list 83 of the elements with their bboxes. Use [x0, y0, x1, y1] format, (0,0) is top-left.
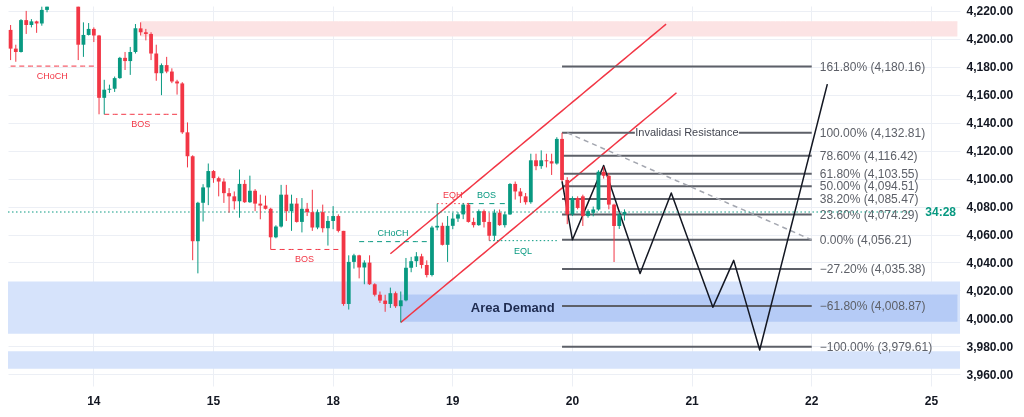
series-label: −61.80% (4,008.87): [819, 298, 926, 313]
y-tick-label: 4,100.00: [966, 172, 1014, 187]
y-tick-label: 4,200.00: [966, 32, 1014, 47]
annotation: Invalidasi Resistance: [635, 125, 739, 138]
x-tick-label: 15: [206, 393, 221, 408]
x-tick-label: 14: [87, 393, 101, 408]
candlestick: [378, 291, 382, 304]
candlestick: [310, 189, 315, 232]
y-tick-label: 4,220.00: [966, 4, 1014, 19]
series-label: EQL: [514, 245, 533, 256]
candlestick: [487, 212, 492, 242]
series-label: CHoCH: [377, 227, 409, 238]
candlestick: [143, 28, 148, 41]
annotation: Area Demand: [470, 300, 555, 316]
candlestick: [149, 31, 153, 61]
candlestick: [248, 175, 252, 204]
candlestick: [305, 202, 310, 217]
candlestick: [352, 253, 356, 270]
candlestick: [8, 24, 13, 61]
candlestick: [294, 197, 299, 224]
candlestick: [206, 163, 211, 206]
y-tick-label: 3,980.00: [966, 339, 1014, 354]
series-label: 78.60% (4,116.42): [819, 148, 918, 163]
y-tick-label: 4,060.00: [966, 228, 1014, 242]
y-tick-label: 4,080.00: [966, 200, 1014, 215]
candlestick: [216, 176, 221, 197]
candlestick: [326, 215, 330, 247]
series-label: BOS: [477, 189, 497, 200]
series-label: EQH: [443, 189, 463, 200]
y-tick-label: 4,160.00: [966, 88, 1014, 103]
candlestick: [549, 153, 554, 176]
x-tick-label: 18: [326, 393, 341, 408]
candlestick: [513, 181, 518, 201]
candlestick: [534, 153, 538, 171]
candlestick: [39, 6, 44, 27]
series-label: 23.60% (4,074.29): [819, 207, 919, 222]
x-tick-label: 22: [805, 393, 819, 408]
series-label: 61.80% (4,103.55): [819, 166, 919, 181]
y-tick-label: 4,140.00: [966, 116, 1014, 131]
series-label: CHoCH: [36, 71, 68, 82]
candlestick: [388, 287, 393, 309]
candlestick: [398, 291, 403, 323]
candlestick: [175, 79, 179, 96]
series-label: −100.00% (3,979.61): [819, 339, 933, 354]
x-tick-label: 20: [565, 393, 580, 408]
candlestick: [117, 56, 122, 80]
candlestick: [580, 194, 585, 227]
x-tick-label: 21: [685, 393, 700, 408]
candlestick: [227, 187, 231, 214]
candlestick: [221, 177, 226, 204]
x-tick-label: 19: [446, 393, 460, 408]
candlestick: [24, 10, 29, 35]
candlestick: [258, 194, 263, 220]
candlestick: [331, 205, 336, 230]
candlestick: [253, 188, 257, 212]
y-tick-label: 4,000.00: [966, 311, 1014, 326]
series-label: 50.00% (4,094.51): [819, 179, 919, 194]
series-label: −27.20% (4,035.38): [819, 261, 926, 276]
y-tick-label: 4,040.00: [966, 255, 1014, 270]
candlestick: [128, 46, 133, 76]
candlestick: [539, 149, 544, 170]
candlestick: [123, 51, 127, 71]
candlestick: [320, 204, 325, 233]
candlestick: [482, 208, 486, 229]
y-tick-label: 4,180.00: [966, 60, 1014, 75]
series-label: 0.00% (4,056.21): [819, 232, 912, 247]
candlestick: [284, 184, 289, 222]
y-tick-label: 3,960.00: [966, 367, 1014, 382]
candlestick: [612, 203, 616, 263]
y-tick-label: 4,020.00: [966, 283, 1014, 298]
candlestick: [154, 44, 159, 82]
candlestick: [336, 213, 341, 233]
annotation: 34:28: [925, 205, 957, 219]
candlestick: [440, 222, 445, 247]
candlestick: [242, 179, 247, 204]
y-tick-label: 4,120.00: [966, 144, 1014, 159]
x-tick-label: 25: [924, 393, 939, 408]
series-label: 100.00% (4,132.81): [819, 125, 926, 140]
series-label: BOS: [131, 119, 151, 130]
candlestick: [232, 190, 237, 210]
series-label: 161.80% (4,180.16): [819, 59, 926, 74]
candlestick: [102, 79, 107, 115]
series-label: BOS: [295, 254, 315, 265]
